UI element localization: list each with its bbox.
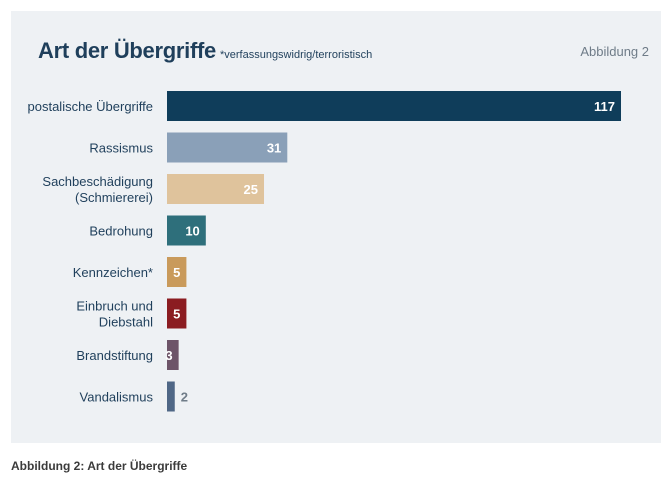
- bar: [167, 174, 265, 204]
- category-label: Einbruch und: [76, 299, 153, 314]
- chart-panel: Art der Übergriffe *verfassungswidrig/ter…: [11, 11, 661, 443]
- value-label: 117: [594, 99, 615, 114]
- value-label: 5: [173, 307, 180, 322]
- value-label: 10: [185, 224, 199, 239]
- category-label: Rassismus: [89, 141, 153, 156]
- figure-caption: Abbildung 2: Art der Übergriffe: [11, 459, 188, 473]
- category-label: Sachbeschädigung: [42, 174, 153, 189]
- category-label: postalische Übergriffe: [28, 99, 154, 114]
- bar: [167, 340, 179, 370]
- category-label: Brandstiftung: [76, 348, 153, 363]
- bar: [167, 132, 288, 163]
- bar: [167, 381, 175, 412]
- category-label: Bedrohung: [89, 224, 153, 239]
- chart-title: Art der Übergriffe: [38, 38, 216, 63]
- figure-label: Abbildung 2: [580, 44, 649, 59]
- category-label: Vandalismus: [80, 390, 154, 405]
- value-label: 5: [173, 265, 180, 280]
- bar-chart: postalische Übergriffe 117 Rassismus 31 Sach…: [28, 91, 621, 412]
- bar: [167, 91, 621, 121]
- bar: [167, 298, 187, 329]
- category-label: (Schmiererei): [75, 190, 153, 205]
- chart-subtitle: *verfassungswidrig/terroristisch: [219, 49, 373, 61]
- value-label: 25: [244, 182, 258, 197]
- title-row: Art der Übergriffe *verfassungswidrig/ter…: [38, 38, 372, 64]
- bar: [167, 257, 187, 287]
- category-label: Kennzeichen*: [73, 265, 153, 280]
- value-label: 2: [181, 390, 188, 405]
- value-label: 3: [165, 348, 172, 363]
- value-label: 31: [267, 141, 281, 156]
- bar: [167, 215, 206, 246]
- category-label: Diebstahl: [99, 315, 153, 330]
